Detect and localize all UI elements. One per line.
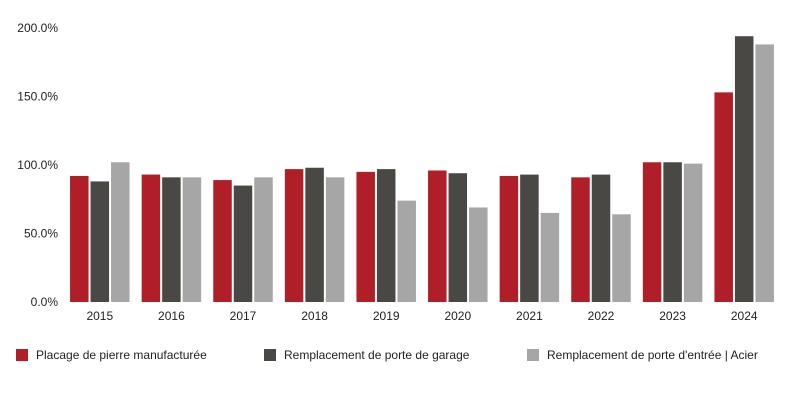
legend-label: Placage de pierre manufacturée xyxy=(36,348,207,362)
legend-item-garage-door: Remplacement de porte de garage xyxy=(264,348,469,362)
bar-2020-series-2 xyxy=(448,173,468,302)
bar-2019-series-3 xyxy=(397,200,416,302)
bar-2020-series-3 xyxy=(469,207,488,302)
bar-2016-series-2 xyxy=(162,177,181,302)
bar-2021-series-3 xyxy=(540,212,560,302)
x-tick-label: 2022 xyxy=(588,309,615,323)
bar-2015-series-1 xyxy=(70,175,89,302)
bar-2017-series-3 xyxy=(254,177,273,302)
y-tick-label: 200.0% xyxy=(17,21,58,35)
bar-2018-series-3 xyxy=(325,177,345,302)
legend-swatch xyxy=(16,349,28,361)
bar-2024-series-1 xyxy=(714,92,733,302)
legend: Placage de pierre manufacturée Remplacem… xyxy=(0,348,800,372)
bar-2022-series-2 xyxy=(591,174,611,302)
bar-2019-series-2 xyxy=(376,169,396,302)
y-tick-label: 50.0% xyxy=(24,227,58,241)
bar-2017-series-2 xyxy=(233,185,253,302)
bar-2022-series-3 xyxy=(612,214,631,302)
bar-2015-series-3 xyxy=(111,162,130,302)
bar-chart: 0.0% 50.0% 100.0% 150.0% 200.0% 2015 2016 2017… xyxy=(17,21,774,323)
bar-2023-series-1 xyxy=(642,162,662,302)
x-tick-label: 2024 xyxy=(731,309,758,323)
x-axis-ticks: 2015 2016 2017 2018 2019 2020 2021 2022 2023 2024 xyxy=(86,309,757,323)
bar-2024-series-2 xyxy=(734,36,754,302)
bar-2022-series-1 xyxy=(571,177,590,302)
y-axis-ticks: 0.0% 50.0% 100.0% 150.0% 200.0% xyxy=(17,21,58,309)
legend-swatch xyxy=(527,349,539,361)
bar-2021-series-2 xyxy=(520,174,539,302)
bar-2016-series-1 xyxy=(141,174,161,302)
x-tick-label: 2020 xyxy=(444,309,471,323)
bar-2019-series-1 xyxy=(356,171,375,302)
legend-item-stone-veneer: Placage de pierre manufacturée xyxy=(16,348,207,362)
y-tick-label: 100.0% xyxy=(17,158,58,172)
bar-2015-series-2 xyxy=(90,181,110,302)
x-tick-label: 2021 xyxy=(516,309,543,323)
bar-2017-series-1 xyxy=(213,180,232,302)
bar-2023-series-2 xyxy=(663,162,682,302)
x-tick-label: 2018 xyxy=(301,309,328,323)
y-tick-label: 0.0% xyxy=(31,295,59,309)
legend-swatch xyxy=(264,349,276,361)
x-tick-label: 2023 xyxy=(659,309,686,323)
bar-2018-series-1 xyxy=(284,169,304,302)
x-tick-label: 2015 xyxy=(86,309,113,323)
bar-2023-series-3 xyxy=(683,163,703,302)
bar-2020-series-1 xyxy=(428,170,447,302)
legend-label: Remplacement de porte d'entrée | Acier xyxy=(547,348,758,362)
x-tick-label: 2019 xyxy=(373,309,400,323)
y-tick-label: 150.0% xyxy=(17,90,58,104)
legend-label: Remplacement de porte de garage xyxy=(284,348,470,362)
bar-2018-series-2 xyxy=(305,167,324,302)
bars-group xyxy=(70,36,774,302)
bar-2021-series-1 xyxy=(499,175,519,302)
legend-item-entry-door: Remplacement de porte d'entrée | Acier xyxy=(527,348,758,362)
bar-2016-series-3 xyxy=(182,177,202,302)
x-tick-label: 2017 xyxy=(230,309,257,323)
bar-2024-series-3 xyxy=(755,44,774,302)
x-tick-label: 2016 xyxy=(158,309,185,323)
